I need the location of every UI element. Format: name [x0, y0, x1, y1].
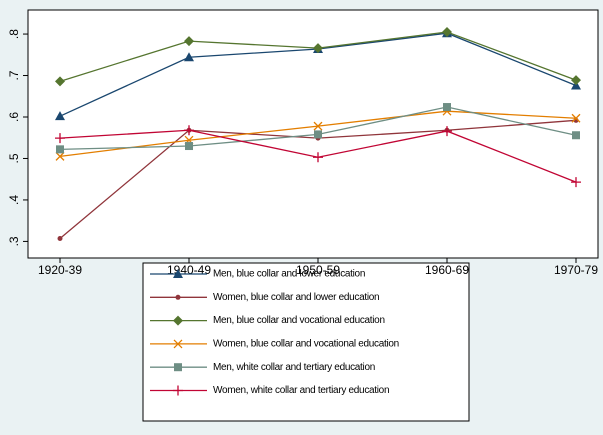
data-point [55, 133, 65, 144]
data-point [572, 131, 580, 140]
legend-label: Women, white collar and tertiary educati… [213, 385, 389, 396]
legend-marker [173, 315, 183, 326]
data-point [313, 43, 323, 54]
data-point [56, 145, 64, 154]
y-tick-label: .3 [7, 236, 21, 246]
data-point [55, 151, 65, 161]
y-tick-label: .5 [7, 153, 21, 163]
x-tick-label: 1940-49 [167, 263, 211, 277]
legend-label: Men, blue collar and lower education [213, 269, 365, 280]
data-point [185, 142, 193, 151]
data-point [313, 152, 323, 163]
data-point [571, 75, 581, 86]
x-tick-label: 1950-59 [296, 263, 340, 277]
legend-marker [173, 339, 183, 349]
data-point [55, 111, 65, 121]
legend-marker [173, 269, 183, 278]
y-tick-label: .8 [7, 29, 21, 39]
data-point [184, 36, 194, 47]
y-tick-label: .7 [7, 70, 21, 80]
legend-marker [173, 385, 183, 396]
x-tick-label: 1970-79 [554, 263, 598, 277]
data-point [571, 177, 581, 188]
data-point [184, 125, 194, 136]
data-point [55, 76, 65, 87]
data-point [443, 103, 451, 112]
data-point [184, 52, 194, 62]
legend-marker [175, 294, 181, 300]
data-point [314, 130, 322, 139]
y-tick-label: .4 [7, 195, 21, 205]
data-point [313, 121, 323, 131]
legend-label: Women, blue collar and vocational educat… [213, 339, 399, 350]
x-tick-label: 1920-39 [38, 263, 82, 277]
plot-area [27, 9, 599, 259]
legend-entries: Men, blue collar and lower education Wome… [150, 269, 399, 396]
legend-label: Women, blue collar and lower education [213, 292, 379, 303]
legend-label: Men, blue collar and vocational educatio… [213, 315, 385, 326]
data-point [57, 236, 63, 242]
legend-marker [174, 363, 182, 372]
data-point [571, 113, 581, 123]
y-tick-label: .6 [7, 112, 21, 122]
legend [142, 262, 470, 422]
data-point [442, 126, 452, 137]
legend-label: Men, white collar and tertiary education [213, 362, 375, 373]
data-point [442, 26, 452, 37]
x-tick-label: 1960-69 [425, 263, 469, 277]
